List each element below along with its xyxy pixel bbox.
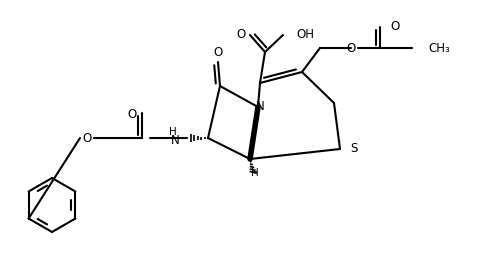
Text: H: H (251, 168, 259, 178)
Text: O: O (390, 20, 399, 32)
Text: O: O (236, 27, 245, 40)
Text: H: H (169, 127, 177, 137)
Text: S: S (350, 143, 357, 155)
Text: O: O (127, 107, 136, 120)
Text: O: O (347, 41, 356, 54)
Text: N: N (171, 134, 180, 147)
Text: OH: OH (296, 27, 314, 40)
Text: N: N (256, 101, 264, 114)
Text: O: O (82, 131, 91, 144)
Text: O: O (213, 46, 223, 59)
Text: CH₃: CH₃ (428, 41, 450, 54)
